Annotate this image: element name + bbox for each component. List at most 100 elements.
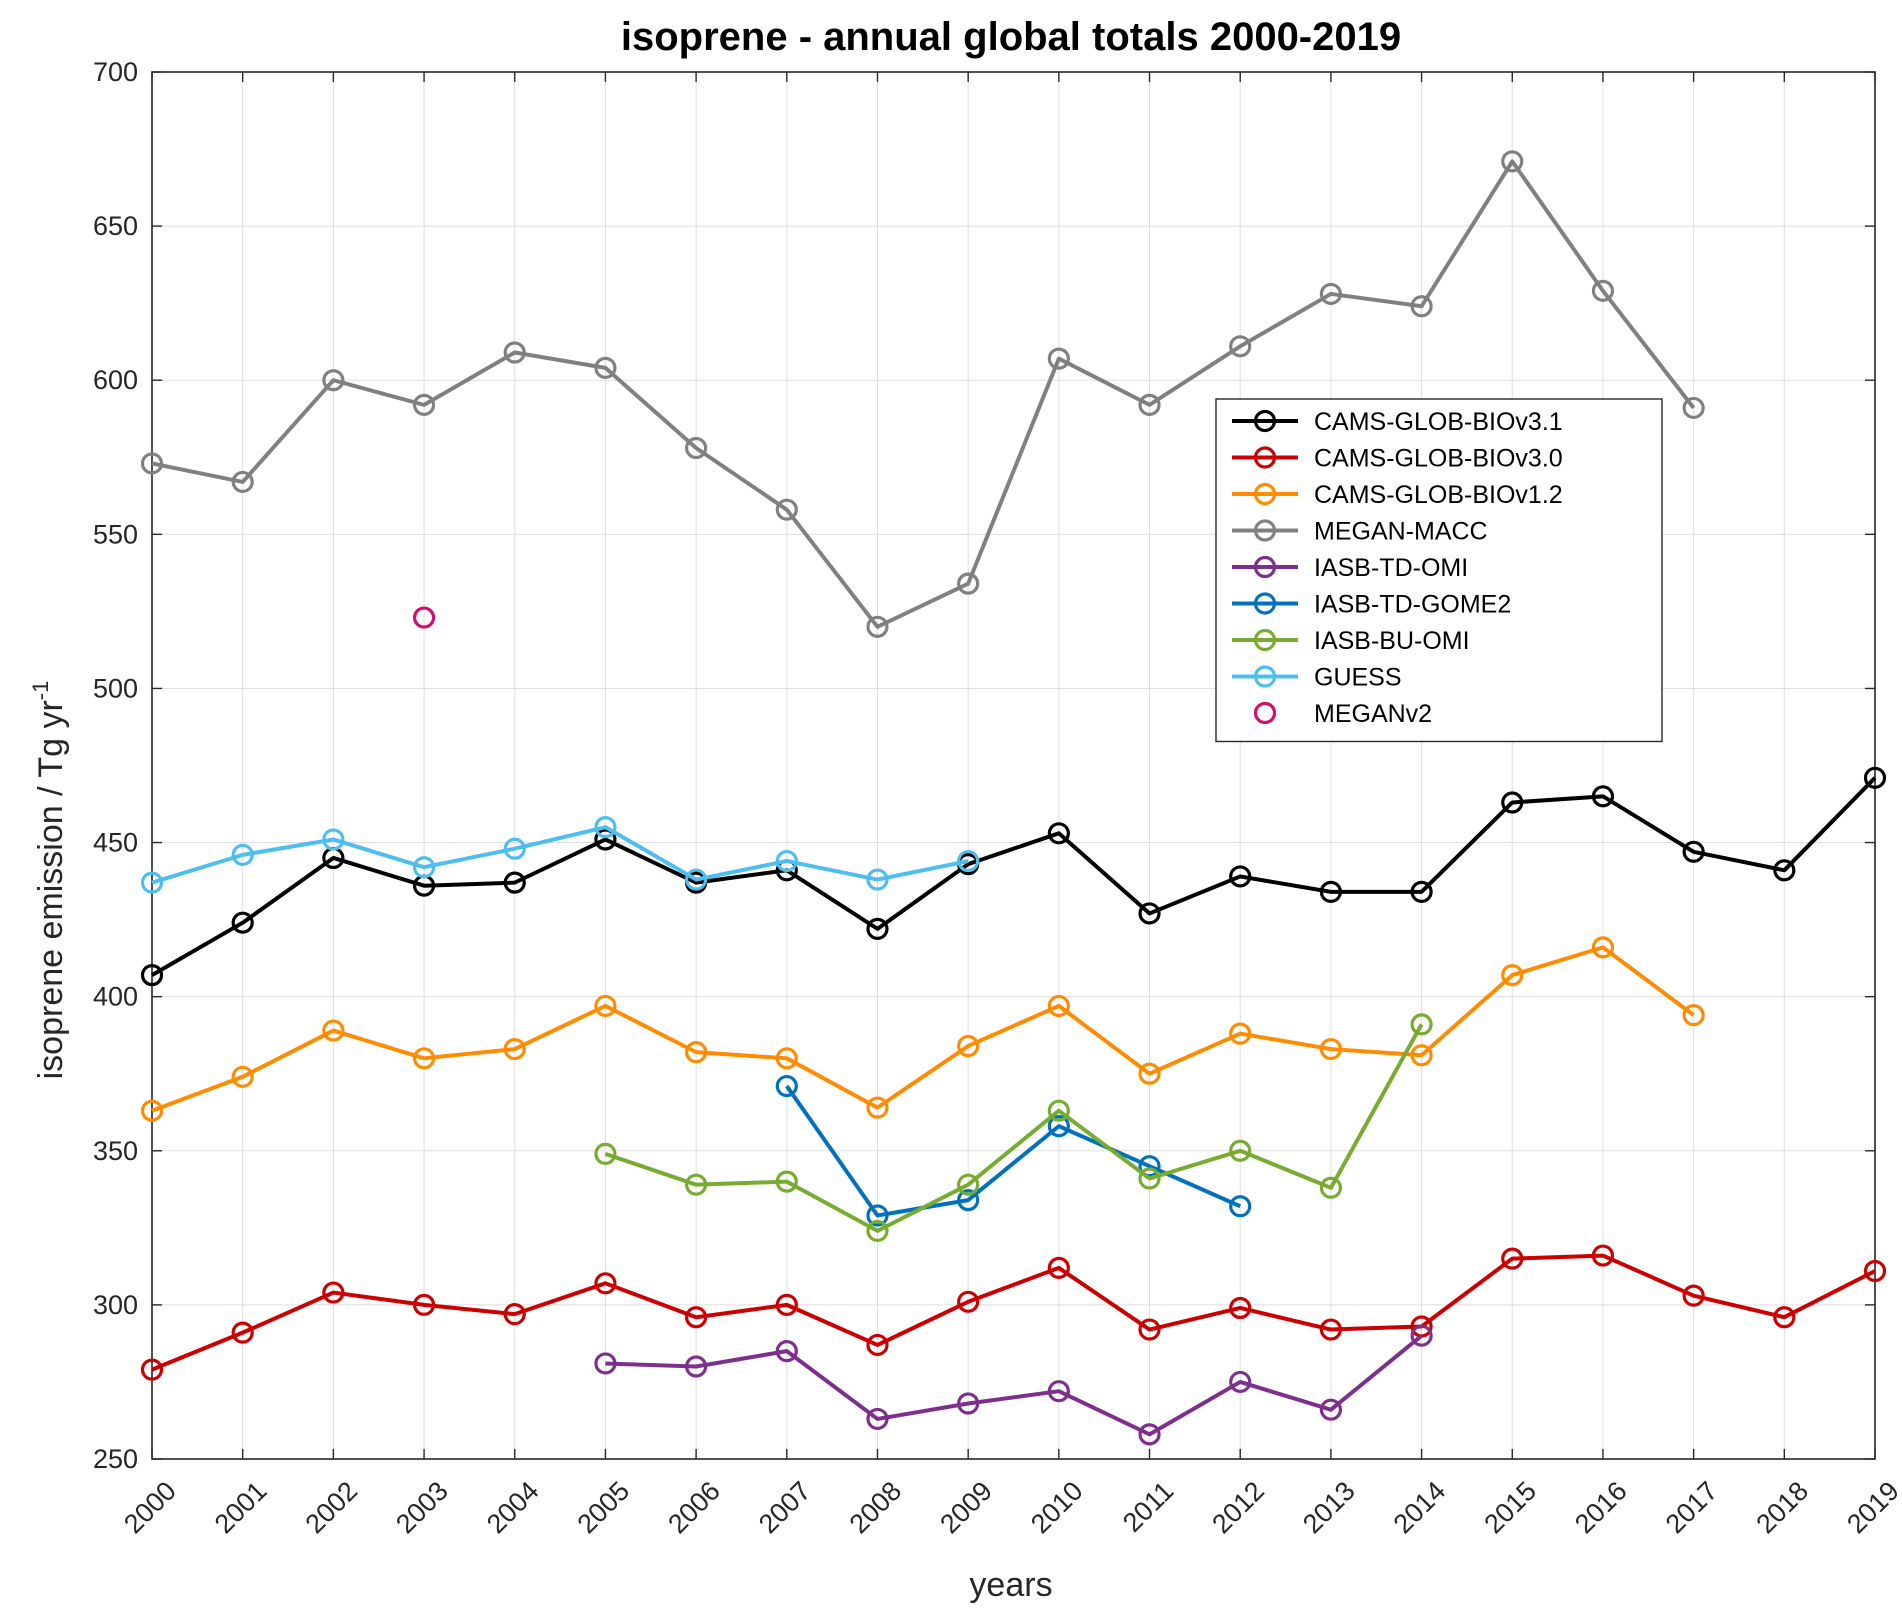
series-line	[151, 945, 1695, 1113]
data-point	[412, 1047, 436, 1070]
legend-label: IASB-BU-OMI	[1314, 627, 1470, 655]
data-point	[1410, 880, 1433, 903]
data-point	[685, 1173, 708, 1196]
data-point	[594, 816, 617, 839]
y-tick-label: 500	[93, 673, 138, 703]
data-point	[1501, 791, 1524, 814]
y-tick-label: 700	[93, 57, 138, 87]
legend-marker	[1253, 555, 1277, 579]
data-point	[322, 828, 345, 851]
legend-item: IASB-TD-OMI	[1232, 554, 1468, 582]
legend: CAMS-GLOB-BIOv3.1 CAMS-GLOB-BIOv3.0 CAMS-G…	[1215, 398, 1663, 743]
data-point	[594, 828, 617, 851]
data-point	[775, 1170, 798, 1193]
legend-label: IASB-TD-GOME2	[1314, 591, 1511, 619]
data-point	[322, 369, 345, 392]
data-point	[1591, 1244, 1615, 1267]
legend-marker	[1253, 519, 1277, 542]
data-point	[1319, 1176, 1342, 1199]
data-point	[866, 615, 889, 638]
data-point	[412, 856, 436, 879]
data-point	[1591, 279, 1615, 302]
series-iasb-td-omi	[594, 1324, 1433, 1446]
y-tick-label: 600	[93, 365, 138, 395]
legend-item: IASB-BU-OMI	[1232, 627, 1470, 655]
data-point	[866, 1204, 889, 1227]
data-point	[594, 994, 617, 1018]
series-cams-glob-biov3-1	[140, 766, 1887, 987]
data-point	[957, 1290, 980, 1313]
y-tick-label: 350	[93, 1136, 138, 1166]
data-point	[231, 1065, 254, 1088]
series-line	[150, 776, 1877, 977]
data-point	[1319, 282, 1342, 306]
series-layer	[140, 150, 1887, 1446]
y-axis-label-superscript: -1	[28, 681, 53, 701]
series-cams-glob-biov3-0	[140, 1244, 1887, 1381]
data-point	[1229, 1022, 1252, 1045]
data-point	[1501, 1247, 1524, 1270]
data-point	[1229, 1296, 1252, 1320]
data-point	[594, 1142, 617, 1165]
data-point	[503, 1037, 526, 1061]
y-tick-label: 450	[93, 828, 138, 858]
data-point	[1229, 865, 1252, 888]
chart-title: isoprene - annual global totals 2000-201…	[621, 15, 1401, 59]
legend-marker	[1253, 409, 1277, 433]
data-point	[412, 606, 436, 629]
data-point	[685, 1306, 708, 1329]
data-point	[1047, 1115, 1070, 1138]
data-point	[1501, 963, 1524, 987]
series-guess	[140, 816, 980, 894]
series-line	[151, 1253, 1876, 1372]
data-point	[322, 1019, 345, 1042]
data-point	[1410, 1324, 1433, 1347]
data-point	[503, 1303, 526, 1326]
data-point	[1138, 1062, 1161, 1085]
data-point	[1773, 859, 1796, 882]
data-point	[775, 498, 798, 521]
data-point	[775, 849, 798, 873]
data-point	[594, 1352, 617, 1375]
y-axis-label: isoprene emission / Tg yr-1	[28, 681, 70, 1080]
data-point	[866, 1407, 889, 1431]
series-line	[151, 159, 1696, 629]
data-point	[1229, 1195, 1252, 1218]
data-point	[1138, 902, 1161, 925]
data-point	[1591, 785, 1615, 808]
data-point	[1047, 1380, 1070, 1403]
data-point	[1138, 1423, 1161, 1446]
data-point	[775, 1047, 798, 1070]
data-point	[1319, 1037, 1342, 1061]
data-point	[1682, 840, 1705, 863]
series-cams-glob-biov1-2	[140, 936, 1705, 1122]
data-point	[322, 1281, 345, 1304]
data-point	[775, 1293, 798, 1316]
data-point	[685, 1355, 708, 1378]
data-point	[1319, 1318, 1342, 1341]
legend-item: MEGAN-MACC	[1232, 518, 1488, 546]
data-point	[957, 572, 980, 595]
data-point	[685, 1041, 708, 1064]
series-line	[604, 1023, 1424, 1233]
legend-label: CAMS-GLOB-BIOv1.2	[1314, 481, 1563, 509]
legend-item: IASB-TD-GOME2	[1232, 591, 1511, 619]
data-point	[1319, 1398, 1342, 1421]
data-point	[1863, 766, 1887, 789]
plot-frame	[151, 71, 1876, 1460]
series-line	[151, 825, 969, 885]
data-point	[140, 871, 164, 894]
data-point	[1229, 1370, 1252, 1394]
series-megan-macc	[140, 150, 1705, 638]
legend-item: CAMS-GLOB-BIOv3.0	[1232, 445, 1563, 473]
data-point	[1591, 936, 1615, 959]
data-point	[1047, 822, 1070, 845]
data-point	[1047, 1099, 1070, 1122]
legend-item: MEGANv2	[1253, 700, 1432, 728]
data-point	[866, 1096, 889, 1119]
legend-item: GUESS	[1232, 664, 1402, 692]
y-tick-label: 250	[93, 1444, 138, 1474]
data-point	[1410, 1044, 1433, 1067]
